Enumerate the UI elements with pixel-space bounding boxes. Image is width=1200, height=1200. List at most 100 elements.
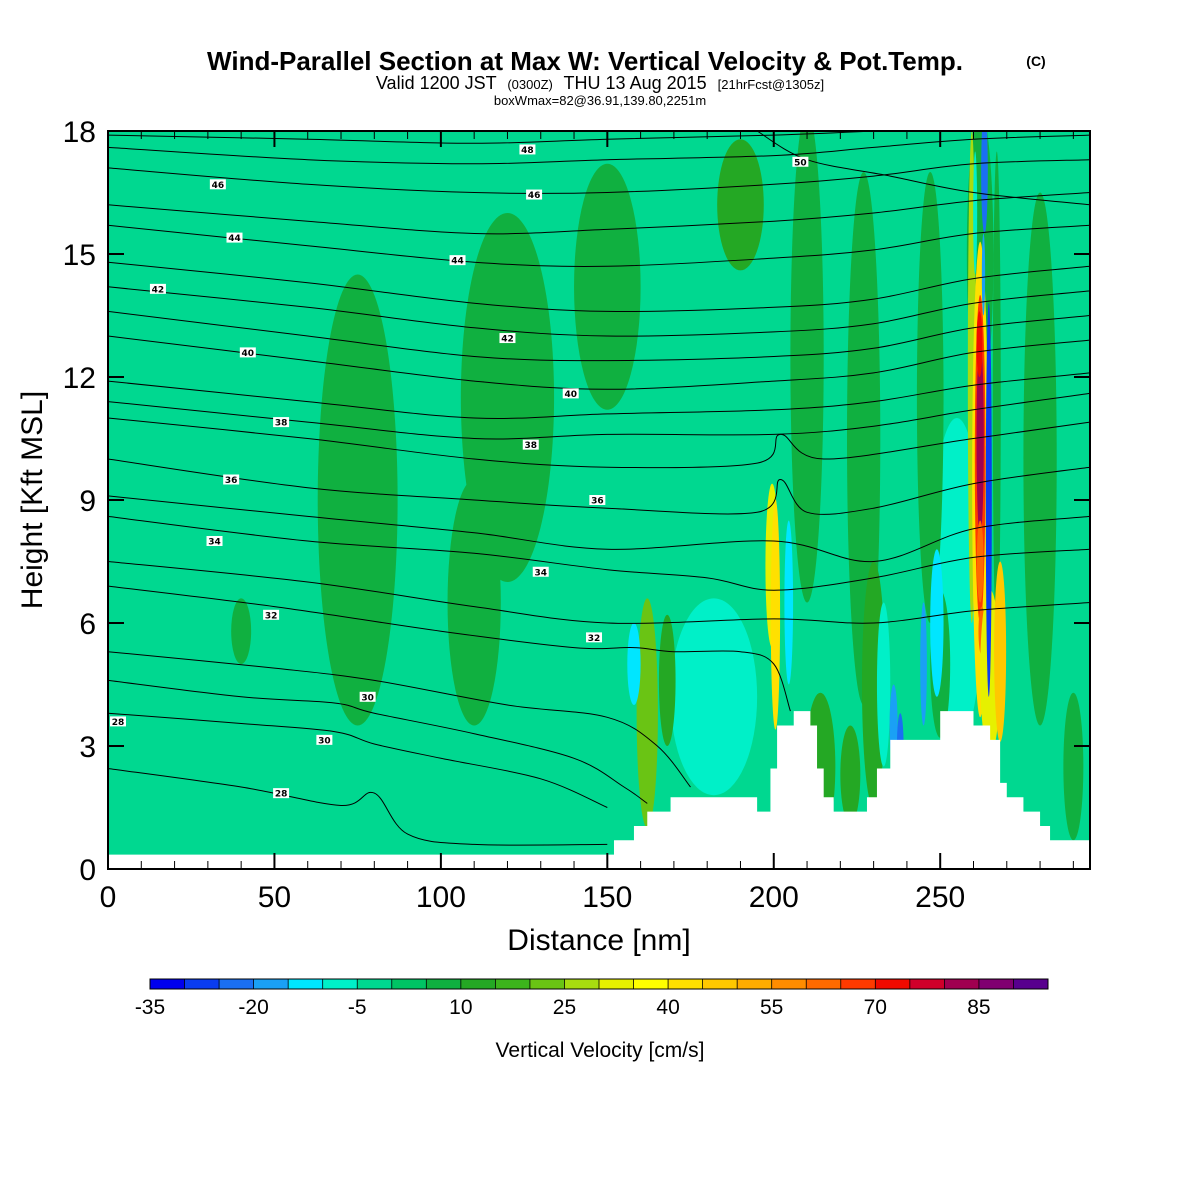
colorbar-swatch	[322, 979, 358, 989]
colorbar-swatch	[875, 979, 911, 989]
velocity-cell-44	[994, 561, 1007, 742]
contour-label: 38	[524, 441, 537, 451]
colorbar-swatch	[1013, 979, 1049, 989]
colorbar-swatch	[529, 979, 565, 989]
colorbar-swatch	[150, 979, 186, 989]
velocity-cell-14	[790, 131, 824, 603]
contour-label-box	[316, 734, 333, 745]
contour-label: 32	[588, 634, 601, 644]
colorbar-swatch	[771, 979, 807, 989]
velocity-cell-9	[317, 274, 398, 726]
velocity-cell-12	[447, 479, 501, 726]
contour-label: 42	[152, 285, 165, 295]
chart-subtitle-box: boxWmax=82@36.91,139.80,2251m	[494, 93, 706, 108]
contour-label: 44	[451, 257, 464, 267]
colorbar-swatch	[702, 979, 738, 989]
contour-label: 36	[591, 497, 604, 507]
theta-contour-14	[108, 286, 1090, 337]
theta-contour-18	[108, 159, 1090, 195]
theta-contour-11	[108, 372, 1090, 419]
y-tick-label: 3	[79, 731, 96, 764]
theta-contour-13	[108, 310, 1090, 362]
contour-label: 48	[521, 146, 534, 156]
terrain	[108, 711, 1090, 869]
colorbar-tick-label: -20	[238, 996, 268, 1019]
theta-contour-10	[108, 392, 1090, 440]
colorbar: -35 -20 -5 10 25 40 55 70 85	[135, 978, 1049, 1019]
contour-label-box	[792, 156, 809, 167]
contour-label: 50	[794, 158, 807, 168]
velocity-cell-1	[670, 598, 758, 796]
contour-label: 46	[528, 191, 541, 201]
contour-label: 28	[275, 790, 288, 800]
velocity-cell-13	[574, 163, 641, 410]
contour-label: 34	[534, 568, 547, 578]
subtitle-date: THU 13 Aug 2015	[564, 73, 707, 93]
colorbar-swatch	[909, 979, 945, 989]
contour-label-box	[562, 388, 579, 399]
colorbar-tick-label: 70	[864, 996, 887, 1019]
potential-temperature-contours	[108, 131, 1090, 846]
contour-label-box	[522, 439, 539, 450]
colorbar-tick-label: 55	[760, 996, 783, 1019]
colorbar-tick-label: 40	[656, 996, 679, 1019]
velocity-cell-16	[916, 172, 944, 623]
contour-label-box	[223, 474, 240, 485]
contour-label-box	[586, 632, 603, 643]
colorbar-tick-label: 25	[553, 996, 576, 1019]
colorbar-swatch	[944, 979, 980, 989]
x-tick-label: 150	[582, 881, 632, 914]
plot-area	[108, 131, 1090, 869]
y-tick-label: 18	[63, 116, 96, 149]
y-tick-label: 15	[63, 239, 96, 272]
x-tick-label: 200	[749, 881, 799, 914]
colorbar-tick-label: -35	[135, 996, 165, 1019]
velocity-cell-19	[1063, 692, 1084, 841]
theta-contour-21	[756, 131, 1090, 206]
velocity-cell-48	[981, 233, 986, 316]
contour-label-box	[532, 566, 549, 577]
y-axis-label: Height [Kft MSL]	[16, 391, 49, 609]
colorbar-swatch	[806, 979, 842, 989]
theta-contour-9	[108, 417, 1090, 469]
colorbar-tick-label: -5	[348, 996, 367, 1019]
theta-contour-16	[108, 224, 1090, 267]
y-tick-label: 9	[79, 485, 96, 518]
velocity-cell-45	[985, 303, 992, 697]
contour-label-box	[499, 333, 516, 344]
contour-label: 34	[208, 538, 221, 548]
x-tick-label: 0	[100, 881, 117, 914]
contour-label: 28	[112, 718, 125, 728]
contour-label-box	[239, 347, 256, 358]
x-tick-label: 250	[915, 881, 965, 914]
contour-label-box	[526, 189, 543, 200]
colorbar-swatch	[253, 979, 289, 989]
velocity-cell-20	[636, 598, 658, 828]
velocity-cell-34	[627, 623, 641, 705]
x-tick-label: 100	[416, 881, 466, 914]
subtitle-forecast: [21hrFcst@1305z]	[718, 77, 824, 92]
chart-title-mark: (C)	[1026, 53, 1045, 69]
colorbar-swatch	[564, 979, 600, 989]
y-tick-label: 12	[63, 362, 96, 395]
contour-label: 40	[242, 349, 255, 359]
contour-label-box	[209, 179, 226, 190]
contour-label: 38	[275, 419, 288, 429]
colorbar-tick-label: 10	[449, 996, 472, 1019]
velocity-cell-41	[976, 520, 984, 603]
velocity-cell-36	[992, 151, 1001, 644]
theta-contour-4	[108, 585, 791, 712]
velocity-cell-32	[920, 602, 927, 726]
contour-label-box	[273, 788, 290, 799]
colorbar-frame	[149, 978, 1049, 990]
subtitle-valid: Valid 1200 JST	[376, 73, 497, 93]
contour-label-box	[359, 691, 376, 702]
contour-label-box	[519, 144, 536, 155]
contour-label: 30	[361, 693, 374, 703]
velocity-cell-27	[770, 500, 781, 730]
velocity-cell-46	[981, 131, 988, 234]
colorbar-swatch	[840, 979, 876, 989]
contour-label-box	[226, 232, 243, 243]
velocity-cell-31	[930, 549, 944, 697]
